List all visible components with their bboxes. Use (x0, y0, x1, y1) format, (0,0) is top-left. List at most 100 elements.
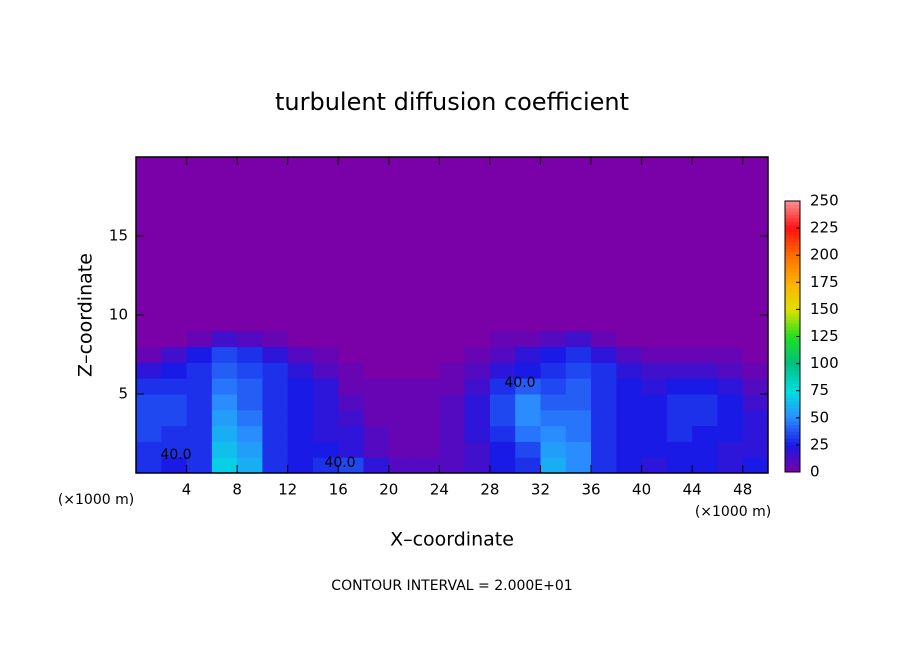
heat-cell (489, 299, 516, 316)
heat-cell (641, 236, 668, 253)
heat-cell (591, 346, 617, 363)
heat-cell (211, 283, 238, 300)
heat-cell (388, 251, 415, 269)
contour-label: 40.0 (160, 447, 191, 463)
colorbar-tick-label: 50 (810, 408, 829, 426)
heat-cell (591, 251, 617, 269)
heat-cell (742, 236, 769, 253)
x-tick-label: 16 (329, 481, 348, 499)
heat-cell (312, 188, 339, 205)
heat-cell (540, 315, 567, 332)
x-tick-label: 32 (531, 481, 550, 499)
heat-cell (641, 299, 668, 316)
heat-cell (262, 204, 289, 221)
heat-cell (136, 378, 162, 395)
heat-cell (717, 283, 744, 300)
heat-cell (565, 425, 592, 442)
heat-cell (287, 204, 314, 221)
heat-cell (363, 236, 390, 253)
colorbar-segment (785, 285, 800, 290)
heat-cell (287, 409, 314, 427)
heat-cell (540, 457, 567, 474)
heat-cell (136, 315, 162, 332)
heat-cell (717, 157, 744, 174)
heat-cell (388, 267, 415, 284)
heat-cell (312, 251, 339, 269)
heat-cell (591, 425, 617, 442)
heat-cell (363, 267, 390, 284)
heat-cell (464, 299, 491, 316)
heat-cell (414, 362, 440, 379)
heat-cell (287, 283, 314, 300)
heat-cell (136, 251, 162, 269)
heat-cell (414, 409, 440, 427)
colorbar-segment (785, 221, 800, 226)
heat-cell (464, 251, 491, 269)
heat-cell (237, 315, 263, 332)
heat-cell (211, 378, 238, 395)
heat-cell (237, 362, 263, 379)
heat-cell (262, 299, 289, 316)
heat-cell (312, 172, 339, 190)
colorbar-segment (785, 427, 800, 432)
heat-cell (186, 409, 213, 427)
heat-cell (489, 220, 516, 237)
colorbar-segment (785, 353, 800, 358)
colorbar-segment (785, 261, 800, 266)
heat-cell (186, 299, 213, 316)
heat-cell (742, 378, 769, 395)
heat-cell (616, 315, 643, 332)
heat-cell (262, 394, 289, 411)
heat-cell (742, 283, 769, 300)
colorbar-segment (785, 438, 800, 443)
heat-cell (692, 425, 718, 442)
colorbar-segment (785, 289, 800, 293)
heat-cell (692, 283, 718, 300)
heat-cell (211, 251, 238, 269)
heat-cell (692, 315, 718, 332)
heat-cell (161, 409, 188, 427)
colorbar-segment (785, 387, 800, 392)
heat-cell (540, 346, 567, 363)
heat-cell (186, 362, 213, 379)
colorbar-segment (785, 201, 800, 205)
heat-cell (489, 330, 516, 348)
footer-note: CONTOUR INTERVAL = 2.000E+01 (331, 578, 572, 594)
heat-cell (641, 425, 668, 442)
heat-cell (717, 315, 744, 332)
heat-cell (262, 441, 289, 458)
heat-cell (388, 204, 415, 221)
colorbar-tick-label: 125 (810, 327, 839, 345)
heat-cell (742, 251, 769, 269)
heat-cell (515, 346, 541, 363)
heat-cell (211, 346, 238, 363)
heat-cell (312, 299, 339, 316)
heat-cell (616, 251, 643, 269)
heat-cell (136, 409, 162, 427)
heat-cell (414, 346, 440, 363)
heat-cell (237, 251, 263, 269)
heat-cell (363, 441, 390, 458)
heat-cell (666, 346, 693, 363)
colorbar-segment (785, 292, 800, 297)
heat-cell (489, 172, 516, 190)
heat-cell (186, 330, 213, 348)
heat-cell (439, 441, 466, 458)
heat-cell (591, 315, 617, 332)
heat-cell (237, 409, 263, 427)
heat-cell (136, 346, 162, 363)
heat-cell (692, 330, 718, 348)
heat-cell (237, 346, 263, 363)
heat-cell (591, 204, 617, 221)
heat-cell (717, 330, 744, 348)
heat-cell (641, 457, 668, 474)
heat-cell (363, 362, 390, 379)
colorbar-segment (785, 404, 800, 409)
heat-cell (186, 236, 213, 253)
heat-cell (388, 188, 415, 205)
heat-cell (262, 425, 289, 442)
heat-cell (338, 220, 365, 237)
heat-cell (262, 409, 289, 427)
heat-cell (136, 267, 162, 284)
